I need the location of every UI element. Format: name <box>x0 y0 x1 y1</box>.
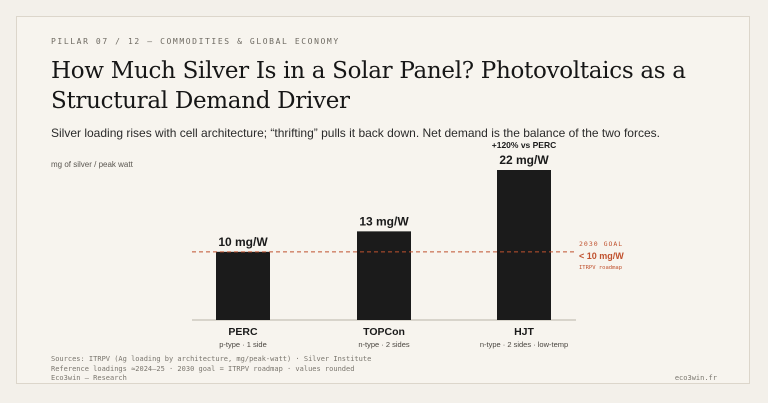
annotation-hjt: +120% vs PERC <box>492 140 557 150</box>
category-label-perc: PERC <box>228 326 258 338</box>
value-label-hjt: 22 mg/W <box>499 153 549 167</box>
y-axis-label: mg of silver / peak watt <box>51 160 133 169</box>
sources-line: Sources: ITRPV (Ag loading by architectu… <box>51 355 372 363</box>
category-sublabel-topcon: n-type · 2 sides <box>358 340 410 349</box>
bar-perc <box>216 251 270 320</box>
value-label-topcon: 13 mg/W <box>359 214 409 228</box>
note-line: Reference loadings ≈2024–25 · 2030 goal … <box>51 365 355 373</box>
chart-title: How Much Silver Is in a Solar Panel? Pho… <box>51 58 686 114</box>
goal-label-top: 2030 GOAL <box>579 240 623 248</box>
bar-topcon <box>357 231 411 320</box>
goal-label-main: < 10 mg/W <box>579 251 624 261</box>
brand-label: Eco3win — Research <box>51 374 127 382</box>
site-link[interactable]: eco3win.fr <box>674 374 717 382</box>
kicker: PILLAR 07 / 12 — COMMODITIES & GLOBAL EC… <box>51 37 340 46</box>
category-label-hjt: HJT <box>514 326 534 338</box>
value-label-perc: 10 mg/W <box>218 235 268 249</box>
bar-hjt <box>497 170 551 320</box>
chart-subtitle: Silver loading rises with cell architect… <box>51 126 660 140</box>
chart-card <box>16 16 750 384</box>
category-sublabel-hjt: n-type · 2 sides · low-temp <box>480 340 568 349</box>
goal-label-sub: ITRPV roadmap <box>579 265 622 271</box>
category-label-topcon: TOPCon <box>363 326 405 338</box>
category-sublabel-perc: p-type · 1 side <box>219 340 267 349</box>
sources-footnote: Sources: ITRPV (Ag loading by architectu… <box>51 354 371 374</box>
